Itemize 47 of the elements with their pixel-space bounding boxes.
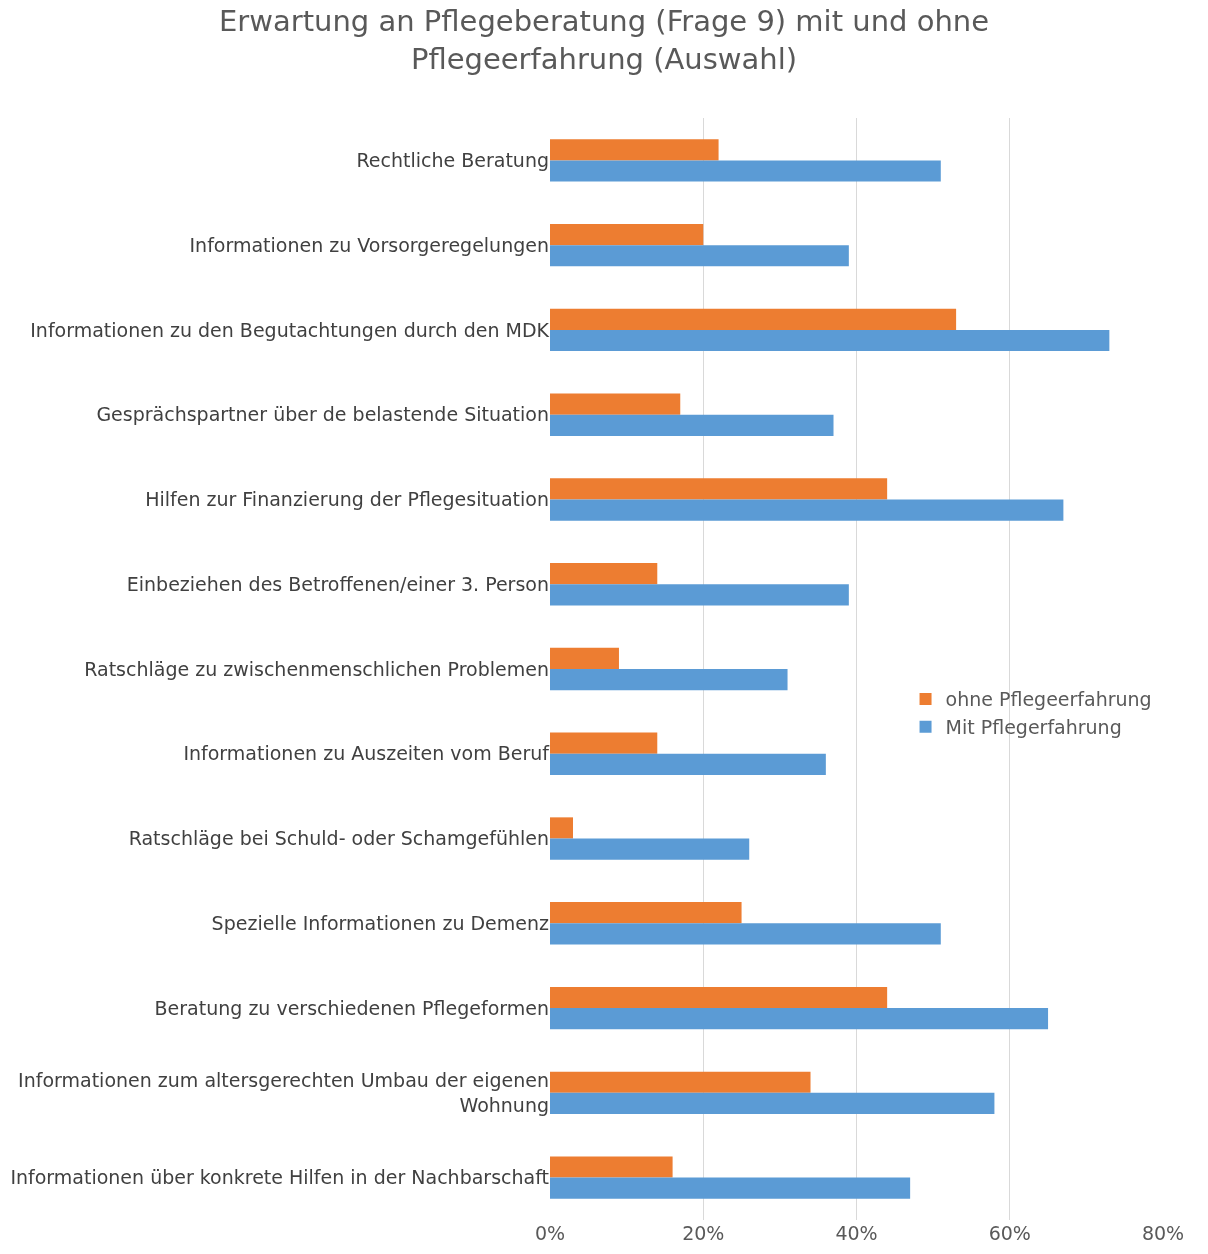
bar <box>550 902 742 924</box>
x-tick-label: 20% <box>682 1222 725 1244</box>
bar <box>550 563 658 585</box>
x-tick-label: 0% <box>534 1222 566 1244</box>
bar <box>550 584 849 606</box>
y-tick-label: Ratschläge bei Schuld- oder Schamgefühlen <box>128 827 549 850</box>
y-tick-label: Informationen zu den Begutachtungen durch den MDK <box>30 318 550 341</box>
bar <box>550 838 750 860</box>
bar <box>550 329 1110 352</box>
y-tick-label: Gesprächspartner über de belastende Situation <box>96 403 549 426</box>
bar <box>550 1156 673 1178</box>
y-tick-label: Informationen zu Vorsorgeregelungen <box>189 233 549 256</box>
bar <box>550 160 941 182</box>
bar <box>550 223 704 246</box>
x-tick-label: 40% <box>835 1222 878 1244</box>
y-tick-label: Informationen zum altersgerechten Umbau der eigenen Wohnung <box>18 1069 549 1116</box>
bar <box>550 393 681 415</box>
x-tick-label: 80% <box>1141 1222 1185 1244</box>
legend-label: ohne Pflegeerfahrung <box>945 688 1152 711</box>
y-tick-label: Spezielle Informationen zu Demenz <box>211 911 550 934</box>
bar <box>550 647 619 669</box>
y-tick-label: Einbeziehen des Betroffenen/einer 3. Person <box>126 572 549 595</box>
bar <box>550 753 826 775</box>
bar <box>550 732 658 754</box>
legend-label: Mit Pflegerfahrung <box>945 716 1122 739</box>
bar <box>550 1177 911 1199</box>
bar <box>550 986 888 1009</box>
x-tick-label: 60% <box>988 1222 1031 1244</box>
bar <box>550 478 888 500</box>
bar <box>550 245 849 267</box>
bar <box>550 1008 1049 1030</box>
y-tick-label: Ratschläge zu zwischenmenschlichen Problemen <box>84 657 549 680</box>
bar <box>550 499 1064 521</box>
bar <box>550 923 941 945</box>
y-tick-label: Informationen über konkrete Hilfen in der Nachbarschaft <box>10 1166 549 1189</box>
y-tick-label: Beratung zu verschiedenen Pflegeformen <box>154 996 549 1019</box>
y-tick-label: Rechtliche Beratung <box>356 149 549 172</box>
chart-title: Erwartung an Pflegeberatung (Frage 9) mit und ohne Pflegeerfahrung (Auswahl) <box>219 4 989 77</box>
bar <box>550 139 719 161</box>
bar <box>550 817 573 839</box>
bar <box>550 669 788 691</box>
y-tick-label: Hilfen zur Finanzierung der Pflegesituation <box>145 488 549 511</box>
bar <box>550 308 957 330</box>
bar <box>550 414 834 436</box>
y-tick-label: Informationen zu Auszeiten vom Beruf <box>183 742 551 765</box>
bar <box>550 1092 995 1115</box>
bar <box>550 1071 811 1093</box>
